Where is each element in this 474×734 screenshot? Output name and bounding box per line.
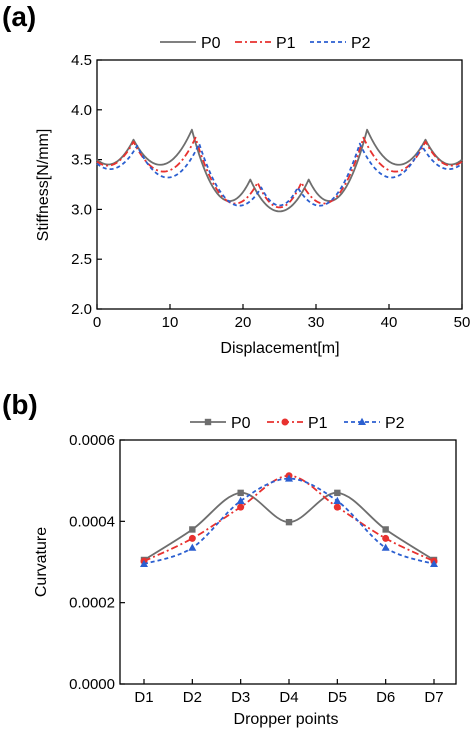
- panel-a-legend: P0 P1 P2: [160, 35, 371, 52]
- panel-b-y-axis-title: Curvature: [33, 527, 50, 597]
- panel-b-legend: P0 P1 P2: [190, 415, 405, 432]
- panel-a-x-tick-label: 0: [93, 314, 101, 331]
- panel-b-x-tick-label: D2: [183, 689, 202, 706]
- panel-b-x-tick-label: D6: [376, 689, 395, 706]
- panel-b-x-axis-title: Dropper points: [234, 711, 339, 728]
- panel-b-legend-label-p0: P0: [231, 415, 251, 432]
- panel-b-legend-marker-p1: [281, 418, 289, 426]
- panel-b-point-p0-d4: [285, 518, 293, 526]
- panel-b-label: (b): [2, 389, 38, 420]
- panel-a-series-line-p0: [96, 128, 463, 213]
- panel-b-x-tick-label: D7: [424, 689, 443, 706]
- panel-b-point-p1-d3: [237, 503, 245, 511]
- panel-a-stiffness-chart: (a) P0 P1 P2 2.0 2.5 3.0 3.5 4.0 4.5 0 10 20 30 40 50…: [2, 1, 470, 357]
- panel-a-legend-label-p0: P0: [201, 35, 221, 52]
- panel-b-curvature-chart: (b) P0 P1 P2 0.0000 0.0002 0.0004 0.0006 D1 D2 D…: [2, 389, 457, 728]
- panel-a-plot-area: 2.0 2.5 3.0 3.5 4.0 4.5 0 10 20 30 40 50: [71, 52, 470, 331]
- panel-b-y-tick-label: 0.0002: [69, 595, 115, 612]
- panel-b-point-p0-d3: [237, 489, 244, 497]
- panel-b-point-p2-d4: [285, 474, 293, 482]
- panel-b-x-tick-label: D3: [231, 689, 250, 706]
- panel-b-legend-label-p1: P1: [308, 415, 328, 432]
- panel-b-plot-area: 0.0000 0.0002 0.0004 0.0006 D1 D2 D3 D4 D5 D6 D7: [69, 432, 457, 706]
- panel-b-point-p2-d2: [188, 543, 197, 551]
- panel-b-point-p2-d7: [430, 559, 438, 568]
- panel-b-x-tick-label: D1: [134, 689, 153, 706]
- panel-b-x-tick-label: D5: [328, 689, 347, 706]
- panel-b-y-tick-label: 0.0006: [69, 432, 115, 449]
- panel-a-x-tick-label: 10: [162, 314, 179, 331]
- panel-a-y-tick-label: 4.0: [71, 102, 92, 119]
- panel-b-point-p0-d2: [189, 526, 196, 533]
- panel-a-y-tick-label: 2.0: [71, 301, 92, 318]
- panel-a-legend-label-p2: P2: [351, 35, 371, 52]
- panel-b-point-p1-d6: [382, 534, 390, 542]
- panel-b-axes-frame: [119, 439, 457, 685]
- panel-a-x-tick-label: 20: [235, 314, 252, 331]
- panel-b-point-p2-d1: [140, 559, 148, 568]
- panel-a-series-line-p1: [96, 136, 463, 209]
- panel-b-legend-marker-p2: [358, 417, 366, 425]
- panel-b-y-tick-label: 0.0004: [69, 513, 115, 530]
- panel-b-x-tick-label: D4: [279, 689, 298, 706]
- panel-b-legend-marker-p0: [204, 418, 212, 426]
- panel-b-point-p0-d5: [334, 489, 341, 497]
- panel-a-legend-label-p1: P1: [276, 35, 296, 52]
- panel-a-y-tick-label: 4.5: [71, 52, 92, 69]
- panel-a-series-line-p2: [96, 142, 463, 207]
- panel-a-x-tick-label: 50: [454, 314, 471, 331]
- panel-a-x-axis-title: Displacement[m]: [220, 340, 339, 357]
- panel-a-y-tick-label: 2.5: [71, 251, 92, 268]
- panel-b-point-p2-d6: [381, 543, 390, 551]
- panel-a-y-axis-title: Stiffness[N/mm]: [35, 129, 52, 242]
- panel-a-x-tick-label: 40: [381, 314, 398, 331]
- panel-b-point-p1-d5: [333, 503, 341, 511]
- panel-b-point-p2-d5: [333, 496, 342, 504]
- panel-b-point-p1-d2: [188, 534, 196, 542]
- panel-a-x-tick-label: 30: [308, 314, 325, 331]
- panel-b-point-p2-d3: [236, 496, 245, 504]
- panel-a-y-tick-label: 3.5: [71, 152, 92, 169]
- panel-b-point-p0-d6: [382, 526, 389, 533]
- panel-b-legend-label-p2: P2: [385, 415, 405, 432]
- panel-b-series-line-p1: [143, 474, 435, 563]
- panel-a-axes-frame: [96, 59, 463, 310]
- panel-a-label: (a): [2, 1, 36, 32]
- panel-b-y-tick-label: 0.0000: [69, 676, 115, 693]
- panel-a-y-tick-label: 3.0: [71, 201, 92, 218]
